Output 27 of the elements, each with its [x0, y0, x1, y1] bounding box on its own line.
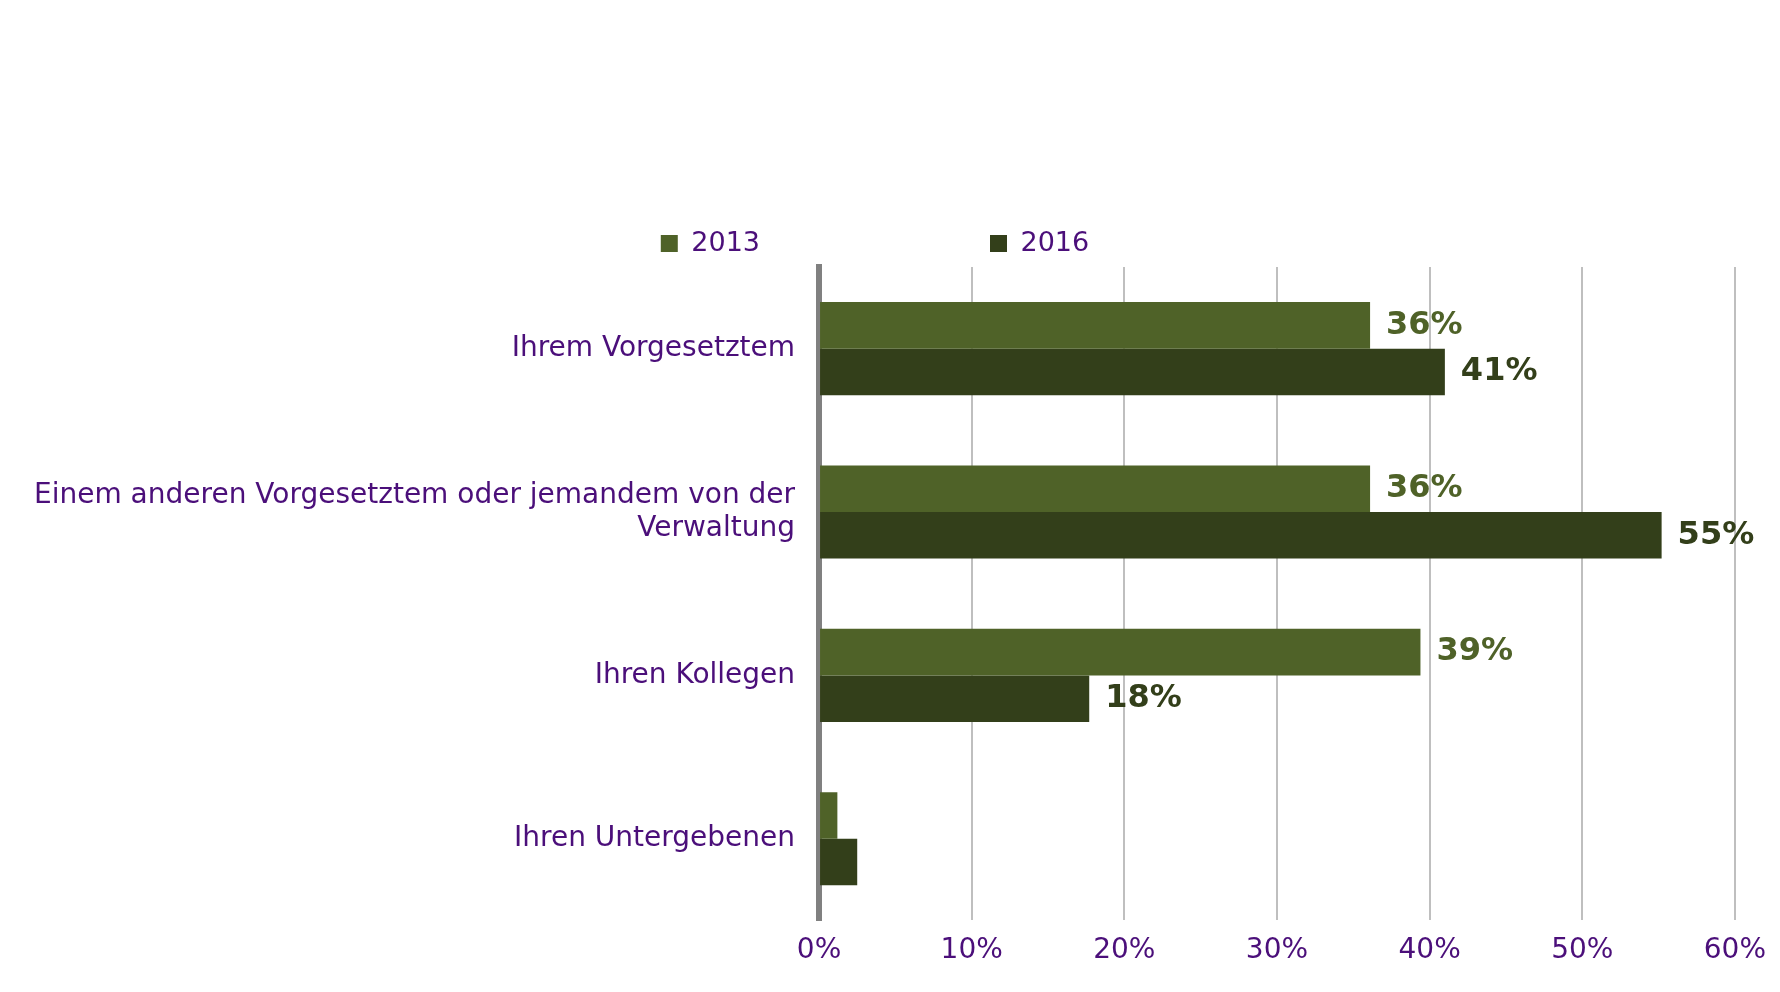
y-tick-label: Ihren Untergebenen — [514, 820, 796, 854]
data-label: 55% — [1677, 513, 1755, 552]
x-tick-label: 50% — [1551, 932, 1614, 966]
x-tick-label: 30% — [1245, 932, 1309, 966]
bar — [820, 628, 1421, 676]
bar — [820, 302, 1371, 349]
bar — [820, 348, 1445, 396]
data-label: 39% — [1436, 630, 1514, 669]
y-tick-label: Einem anderen Vorgesetztem oder jemandem von der Verwaltung — [34, 476, 796, 544]
data-label: 18% — [1105, 676, 1182, 715]
x-tick-label: 20% — [1093, 932, 1156, 966]
data-label: 36% — [1386, 303, 1463, 342]
legend-label: 2013 — [691, 225, 761, 257]
bar — [820, 792, 838, 839]
y-tick-label: Ihren Kollegen — [594, 656, 796, 690]
legend-label: 2016 — [1020, 225, 1090, 257]
x-tick-label: 0% — [796, 932, 842, 966]
y-tick-label: Ihrem Vorgesetztem — [511, 329, 796, 363]
bar — [820, 465, 1371, 513]
x-tick-label: 40% — [1398, 932, 1461, 966]
bar — [820, 838, 858, 886]
bar — [820, 675, 1090, 722]
bar — [820, 512, 1662, 559]
data-label: 41% — [1460, 350, 1538, 389]
data-label: 36% — [1386, 467, 1463, 506]
x-tick-label: 10% — [940, 932, 1003, 966]
x-tick-label: 60% — [1703, 932, 1766, 966]
